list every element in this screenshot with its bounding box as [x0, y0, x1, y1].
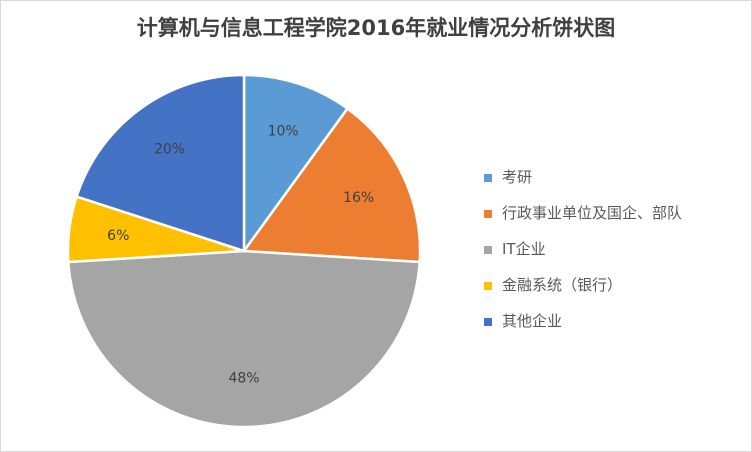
legend-item-other: 其他企业	[484, 308, 682, 335]
pie-slice-government	[241, 106, 422, 264]
legend-label: 其他企业	[502, 312, 563, 330]
legend-label: 考研	[502, 168, 533, 186]
pie-slice-it	[67, 249, 421, 429]
data-label-other: 20%	[154, 141, 185, 157]
legend-swatch	[484, 209, 492, 218]
legend-item-finance: 金融系统（银行）	[484, 272, 682, 299]
legend-item-kaoyan: 考研	[484, 164, 682, 191]
data-label-it: 48%	[228, 371, 259, 387]
legend-label: IT企业	[502, 240, 546, 258]
legend: 考研 行政事业单位及国企、部队 IT企业 金融系统（银行） 其他企业	[484, 164, 682, 344]
legend-item-government: 行政事业单位及国企、部队	[484, 200, 682, 227]
legend-label: 金融系统（银行）	[502, 276, 623, 294]
pie-slice-kaoyan	[242, 73, 350, 255]
data-label-finance: 6%	[107, 228, 129, 244]
data-label-kaoyan: 10%	[268, 123, 299, 139]
legend-label: 行政事业单位及国企、部队	[502, 204, 683, 222]
legend-swatch	[484, 173, 492, 182]
legend-swatch	[484, 317, 492, 326]
legend-item-it: IT企业	[484, 236, 682, 263]
pie-slice-other	[75, 73, 246, 253]
chart-title: 计算机与信息工程学院2016年就业情况分析饼状图	[136, 16, 616, 40]
data-label-government: 16%	[343, 190, 374, 206]
legend-swatch	[484, 245, 492, 254]
legend-swatch	[484, 281, 492, 290]
